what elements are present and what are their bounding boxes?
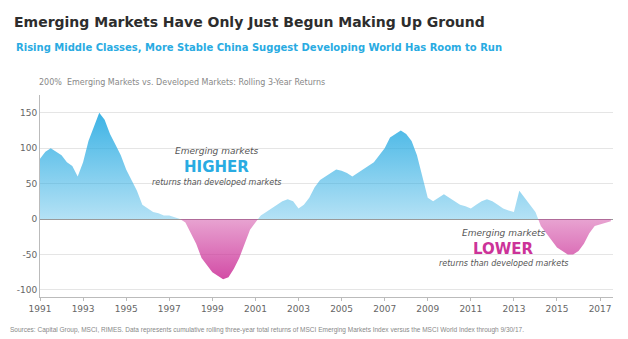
svg-text:returns than developed markets: returns than developed markets	[152, 178, 281, 187]
svg-text:-50: -50	[22, 250, 37, 260]
svg-text:2005: 2005	[330, 304, 353, 314]
svg-text:200% Emerging Markets vs. Dev: 200% Emerging Markets vs. Developed Mark…	[39, 78, 325, 87]
svg-text:Rising Middle Classes, More St: Rising Middle Classes, More Stable China…	[16, 42, 502, 53]
svg-text:-100: -100	[17, 285, 38, 295]
svg-text:150: 150	[20, 108, 37, 118]
svg-text:2011: 2011	[459, 304, 482, 314]
svg-text:2017: 2017	[589, 304, 612, 314]
svg-text:Emerging markets: Emerging markets	[462, 228, 545, 238]
svg-text:2009: 2009	[416, 304, 439, 314]
svg-text:Emerging markets: Emerging markets	[175, 146, 258, 156]
svg-text:HIGHER: HIGHER	[184, 158, 249, 176]
svg-text:100: 100	[20, 143, 37, 153]
svg-text:1991: 1991	[29, 304, 52, 314]
svg-text:LOWER: LOWER	[473, 240, 534, 258]
svg-text:Sources: Capital Group, MSCI,: Sources: Capital Group, MSCI, RIMES. Dat…	[10, 326, 524, 334]
svg-text:Emerging Markets Have Only Jus: Emerging Markets Have Only Just Begun Ma…	[14, 14, 485, 30]
svg-text:2015: 2015	[546, 304, 569, 314]
svg-text:2003: 2003	[287, 304, 310, 314]
svg-text:2001: 2001	[244, 304, 267, 314]
svg-text:1999: 1999	[201, 304, 224, 314]
svg-text:2013: 2013	[502, 304, 525, 314]
svg-text:1993: 1993	[72, 304, 95, 314]
svg-text:0: 0	[31, 214, 37, 224]
svg-text:2007: 2007	[373, 304, 396, 314]
svg-text:returns than developed markets: returns than developed markets	[439, 259, 568, 268]
svg-text:1997: 1997	[158, 304, 181, 314]
svg-text:50: 50	[26, 179, 38, 189]
svg-text:1995: 1995	[115, 304, 138, 314]
